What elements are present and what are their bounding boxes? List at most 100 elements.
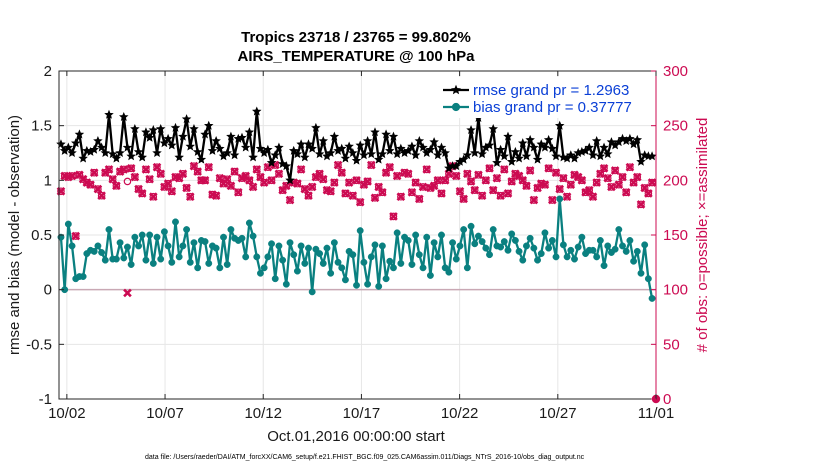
obs-possible-point	[223, 175, 232, 184]
obs-assimilated-point	[355, 197, 365, 207]
obs-assimilated-point	[152, 162, 162, 172]
obs-assimilated-point	[584, 185, 594, 195]
rmse-point	[514, 153, 524, 163]
rmse-point	[222, 148, 232, 158]
obs-assimilated-point	[285, 195, 295, 205]
rmse-point	[155, 123, 166, 133]
obs-assimilated-point	[618, 172, 627, 182]
obs-possible-point	[300, 185, 309, 193]
rmse-point	[595, 151, 606, 161]
bias-point	[393, 229, 401, 237]
rmse-point	[107, 149, 118, 159]
bias-point	[220, 233, 227, 241]
obs-possible-point	[363, 177, 372, 186]
obs-possible-point	[334, 161, 342, 169]
rmse-point	[466, 125, 476, 135]
obs-possible-point	[134, 185, 143, 193]
bias-point	[452, 255, 460, 263]
rmse-point	[543, 134, 554, 144]
obs-assimilated-point	[185, 192, 195, 202]
bias-point	[216, 264, 224, 272]
obs-assimilated-point	[488, 185, 498, 195]
bias-point	[404, 237, 412, 244]
bias-point	[164, 242, 172, 250]
obs-assimilated-point	[610, 166, 620, 175]
obs-possible-point	[282, 182, 291, 190]
obs-possible-point	[626, 163, 634, 172]
obs-possible-point	[356, 198, 365, 207]
rmse-point	[178, 131, 188, 141]
bias-point	[641, 241, 649, 249]
bias-point	[382, 275, 390, 283]
obs-assimilated-point	[267, 176, 276, 185]
obs-assimilated-point	[555, 184, 565, 194]
rmse-point	[348, 148, 358, 158]
obs-assimilated-point	[245, 176, 254, 185]
rmse-point	[381, 129, 391, 139]
y-right-tick-label: 250	[663, 118, 688, 135]
obs-assimilated-point	[577, 176, 587, 185]
rmse-point	[344, 141, 354, 151]
bias-point	[630, 257, 638, 265]
bias-point	[615, 226, 623, 233]
obs-possible-point	[589, 192, 597, 201]
rmse-point	[215, 143, 225, 153]
bias-point	[64, 220, 72, 228]
rmse-point	[185, 141, 196, 151]
obs-possible-point	[397, 192, 405, 201]
rmse-point	[628, 139, 639, 149]
obs-assimilated-point	[156, 169, 166, 179]
obs-possible-point	[467, 177, 475, 186]
rmse-point	[281, 161, 292, 171]
obs-assimilated-point	[86, 180, 95, 190]
rmse-point	[410, 150, 421, 160]
obs-assimilated-point	[632, 172, 642, 182]
bias-point	[356, 227, 364, 235]
obs-assimilated-point	[178, 169, 188, 179]
rmse-point	[510, 146, 521, 156]
rmse-point	[229, 150, 240, 160]
bias-point	[179, 242, 187, 250]
obs-possible-point	[138, 189, 147, 198]
bias-point	[190, 239, 198, 247]
x-tick-label: 10/12	[244, 405, 282, 422]
bias-point	[530, 244, 538, 252]
obs-assimilated-point	[466, 177, 476, 186]
bias-point	[249, 232, 257, 240]
obs-assimilated-point	[126, 163, 136, 173]
bias-point	[545, 244, 553, 252]
legend-bias-marker	[451, 102, 461, 112]
rmse-point	[425, 144, 436, 154]
obs-possible-point	[278, 186, 287, 194]
obs-possible-point	[478, 191, 486, 200]
rmse-point	[237, 132, 247, 142]
bias-point	[349, 251, 357, 259]
obs-possible-point	[167, 187, 176, 196]
rmse-point	[252, 106, 262, 116]
obs-assimilated-point	[137, 189, 147, 198]
bias-point	[515, 247, 523, 255]
rmse-point	[207, 145, 218, 155]
bias-point	[537, 250, 545, 258]
obs-assimilated-point	[433, 176, 443, 185]
rmse-point	[370, 127, 380, 137]
rmse-point	[174, 152, 184, 162]
obs-possible-point	[452, 172, 461, 180]
rmse-point	[569, 153, 580, 163]
rmse-point	[115, 148, 125, 158]
rmse-point	[314, 149, 325, 159]
obs-assimilated-point	[307, 182, 317, 192]
rmse-point	[130, 123, 140, 133]
bias-point	[441, 264, 449, 272]
rmse-point	[458, 154, 469, 164]
obs-assimilated-point	[522, 181, 531, 191]
bias-point	[264, 253, 272, 261]
bias-point	[157, 255, 165, 263]
legend-rmse-marker	[450, 84, 462, 95]
obs-possible-point	[493, 174, 501, 182]
obs-assimilated-point	[193, 167, 202, 176]
obs-possible-point	[622, 188, 631, 197]
bias-point	[68, 242, 76, 250]
bias-point	[94, 242, 102, 250]
obs-assimilated-point	[451, 171, 461, 181]
